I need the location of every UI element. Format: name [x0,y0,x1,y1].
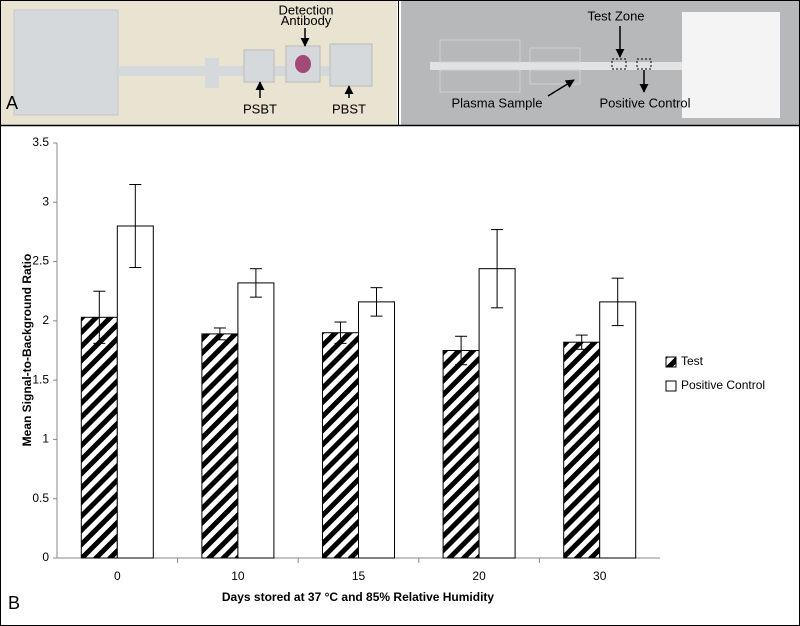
y-tick-label: 2.5 [32,254,49,268]
y-tick-label: 0 [42,550,49,564]
legend-swatch [665,380,677,392]
annotation: Positive Control [599,95,690,110]
y-tick-label: 0.5 [32,491,49,505]
bar [563,341,601,559]
bar [358,301,395,559]
annotation: Antibody [281,13,332,28]
x-tick-label: 15 [352,569,366,583]
legend-label: Test [681,354,704,368]
y-tick-label: 2 [42,313,49,327]
y-tick-label: 3.5 [32,135,49,149]
x-tick-label: 30 [593,569,607,583]
bar [201,333,239,559]
x-tick-label: 0 [114,569,121,583]
panel-label: A [6,93,18,113]
error-bar [213,327,226,341]
y-axis-label: Mean Signal-to-Background Ratio [20,254,34,447]
error-bar [334,321,347,344]
bar [442,350,480,559]
bar [322,332,359,559]
error-bar [249,268,262,298]
x-axis-label: Days stored at 37 °C and 85% Relative Hu… [222,590,495,604]
panel-label: B [8,593,20,613]
bar [80,316,118,559]
legend-label: Positive Control [681,378,765,392]
error-bar [491,229,504,309]
error-bar [575,334,588,350]
error-bar [370,287,383,317]
legend-swatch [665,356,677,368]
annotation: PBST [332,101,366,116]
annotation: Plasma Sample [451,95,542,110]
x-tick-label: 10 [231,569,245,583]
photo-left [1,1,397,125]
error-bar [129,184,142,268]
error-bar [611,277,624,327]
x-tick-label: 20 [472,569,486,583]
annotation: PSBT [243,101,277,116]
bar [599,301,637,559]
bar [478,268,516,559]
bar [237,282,275,559]
y-tick-label: 1.5 [32,372,49,386]
y-tick-label: 1 [42,432,49,446]
error-bar [455,335,468,366]
annotation: Test Zone [587,8,644,23]
bar [116,225,154,559]
y-tick-label: 3 [42,194,49,208]
annotation: Detection [279,2,334,17]
error-bar [93,290,106,344]
photo-right [401,1,799,125]
annotation-arrows [255,26,649,98]
